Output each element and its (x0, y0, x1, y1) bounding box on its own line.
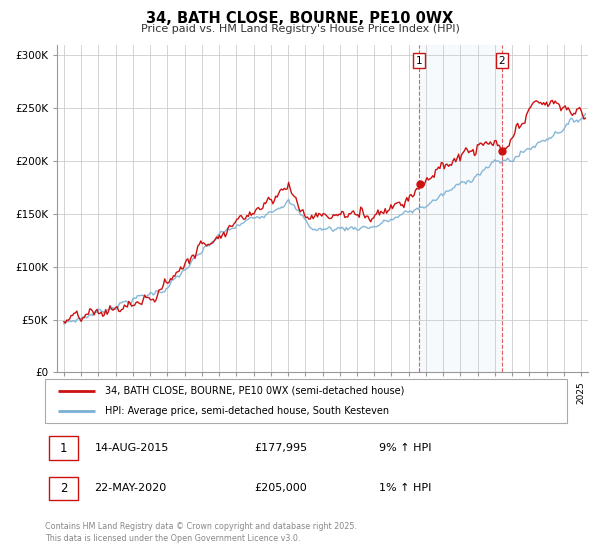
Text: Contains HM Land Registry data © Crown copyright and database right 2025.
This d: Contains HM Land Registry data © Crown c… (45, 522, 357, 543)
Bar (419, 45, 502, 372)
Text: 34, BATH CLOSE, BOURNE, PE10 0WX (semi-detached house): 34, BATH CLOSE, BOURNE, PE10 0WX (semi-d… (105, 386, 404, 396)
Text: 9% ↑ HPI: 9% ↑ HPI (379, 443, 431, 453)
FancyBboxPatch shape (45, 379, 567, 423)
Text: 1: 1 (60, 442, 67, 455)
FancyBboxPatch shape (49, 477, 78, 500)
FancyBboxPatch shape (49, 436, 78, 460)
Text: 2: 2 (60, 482, 67, 494)
Text: 1: 1 (416, 55, 422, 66)
Text: £177,995: £177,995 (254, 443, 307, 453)
Text: 2: 2 (498, 55, 505, 66)
Text: 14-AUG-2015: 14-AUG-2015 (95, 443, 169, 453)
Text: £205,000: £205,000 (254, 483, 307, 493)
Text: 34, BATH CLOSE, BOURNE, PE10 0WX: 34, BATH CLOSE, BOURNE, PE10 0WX (146, 11, 454, 26)
Text: Price paid vs. HM Land Registry's House Price Index (HPI): Price paid vs. HM Land Registry's House … (140, 24, 460, 34)
Text: 1% ↑ HPI: 1% ↑ HPI (379, 483, 431, 493)
Text: 22-MAY-2020: 22-MAY-2020 (95, 483, 167, 493)
Text: HPI: Average price, semi-detached house, South Kesteven: HPI: Average price, semi-detached house,… (105, 406, 389, 416)
